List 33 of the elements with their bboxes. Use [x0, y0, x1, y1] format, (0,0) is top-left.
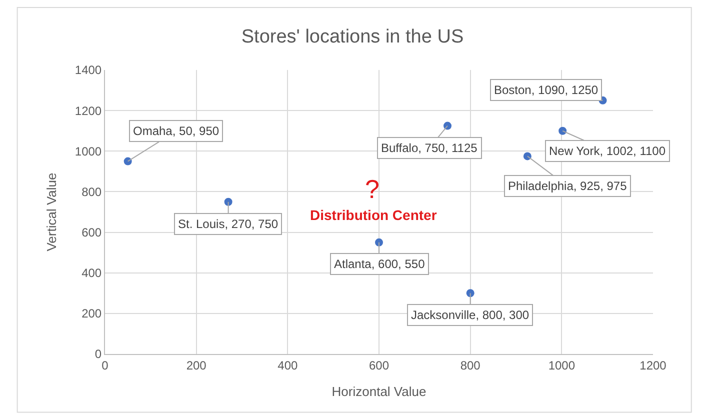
- y-tick-label: 800: [82, 184, 102, 199]
- y-tick-label: 400: [82, 266, 102, 280]
- x-tick-label: 800: [460, 358, 481, 372]
- data-label: New York, 1002, 1100: [549, 144, 666, 158]
- point: [523, 152, 532, 160]
- x-tick-label: 200: [186, 358, 207, 372]
- y-tick-label: 600: [82, 225, 102, 240]
- data-label: Atlanta, 600, 550: [334, 257, 426, 271]
- y-tick-label: 0: [94, 347, 102, 362]
- annotation: ?: [365, 174, 380, 204]
- point: [444, 122, 452, 130]
- chart-title: Stores' locations in the US: [241, 26, 464, 48]
- x-tick-label: 400: [278, 358, 298, 372]
- point: [558, 126, 567, 135]
- data-label: Buffalo, 750, 1125: [381, 141, 478, 155]
- y-tick-label: 1400: [74, 63, 102, 78]
- x-axis-title: Horizontal Value: [332, 384, 426, 399]
- point: [466, 289, 474, 298]
- x-tick-label: 600: [368, 358, 390, 372]
- y-tick-label: 1200: [74, 104, 102, 118]
- data-label: Jacksonville, 800, 300: [411, 308, 530, 322]
- x-tick-label: 1200: [640, 358, 667, 372]
- x-tick-label: 1000: [548, 358, 576, 372]
- data-label: Philadelphia, 925, 975: [508, 179, 628, 193]
- point: [224, 198, 232, 206]
- point: [375, 238, 383, 246]
- data-label: Boston, 1090, 1250: [494, 83, 598, 97]
- annotation: Distribution Center: [310, 207, 438, 223]
- y-tick-label: 200: [82, 306, 102, 321]
- y-tick-label: 1000: [74, 144, 102, 158]
- data-label: St. Louis, 270, 750: [178, 217, 278, 231]
- y-axis-title: Vertical Value: [44, 172, 59, 252]
- data-label: Omaha, 50, 950: [133, 124, 220, 138]
